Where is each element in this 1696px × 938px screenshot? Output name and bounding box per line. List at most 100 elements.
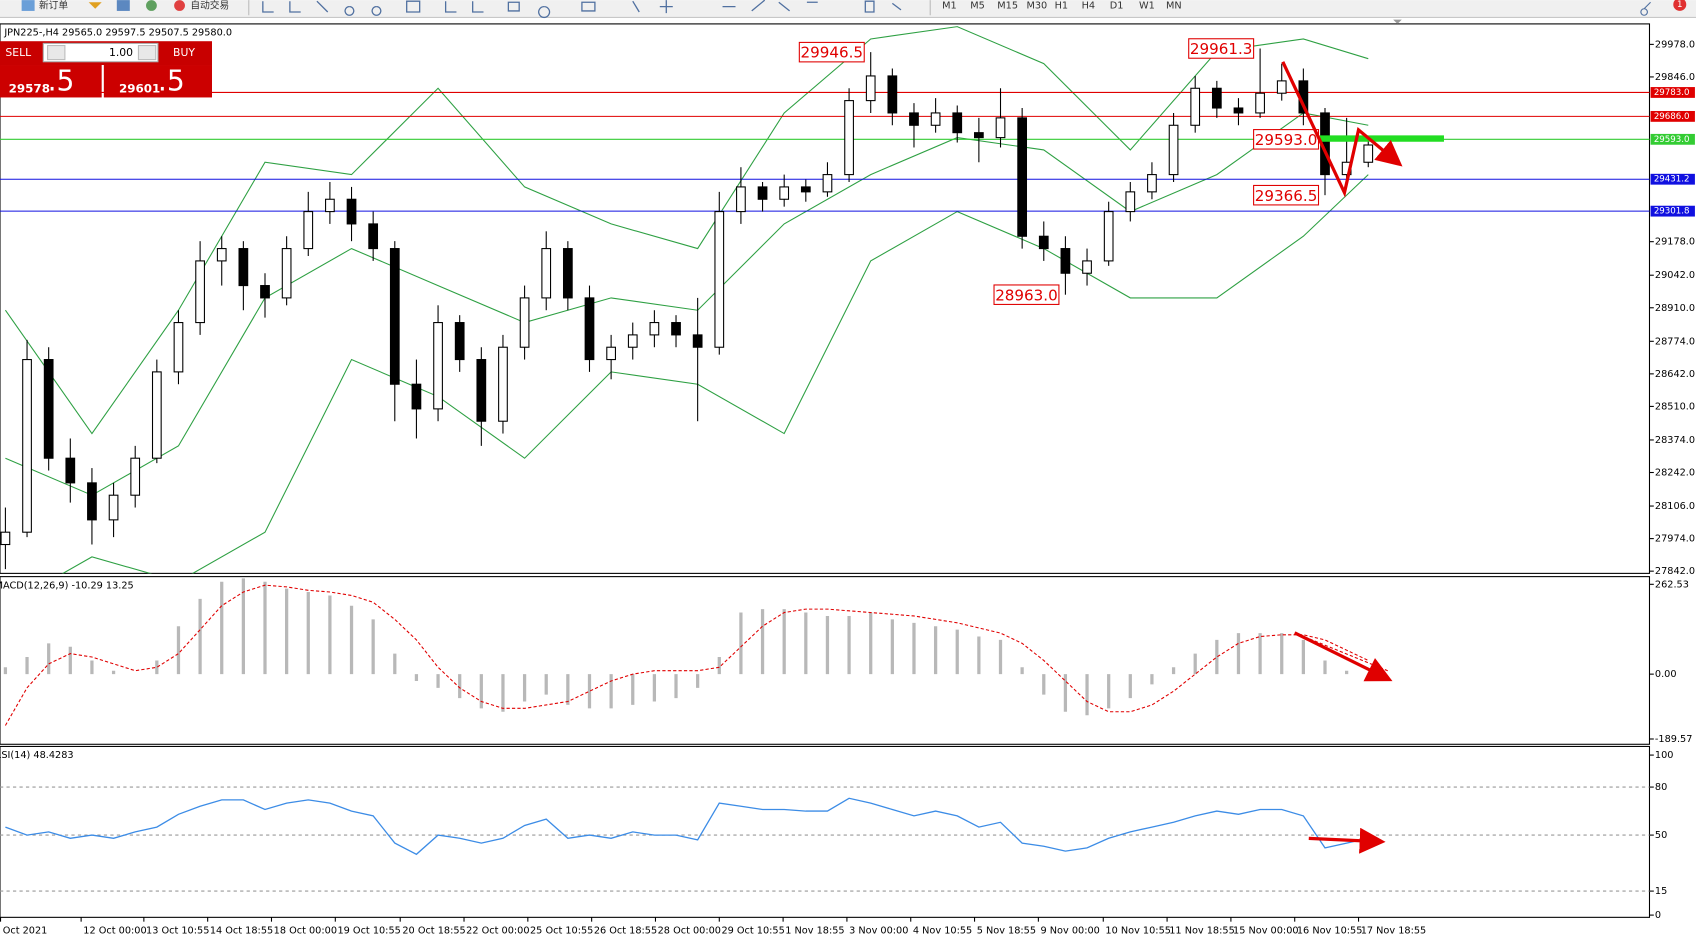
candle-body — [627, 334, 638, 348]
candle-body — [1233, 107, 1244, 114]
candle-body — [649, 322, 660, 336]
notification-badge[interactable] — [1673, 0, 1687, 11]
y-tick-label: 28642.0 — [1655, 369, 1695, 380]
timeframe-button[interactable]: D1 — [1110, 1, 1124, 12]
x-tick-label: 19 Oct 10:55 — [337, 925, 400, 936]
price-annotation: 29593.0 — [1255, 131, 1318, 149]
candle-body — [519, 297, 530, 348]
candle-body — [1276, 80, 1287, 94]
new-order-button[interactable]: 新订单 — [39, 0, 68, 12]
y-tick-label: 50 — [1655, 830, 1667, 841]
candle-body — [1017, 117, 1028, 237]
price-annotation: 29961.3 — [1190, 40, 1253, 58]
candle-body — [887, 75, 898, 114]
candle-body — [195, 260, 205, 324]
candle-body — [865, 75, 876, 102]
y-tick-label: 0 — [1655, 910, 1661, 921]
x-tick-label: 12 Oct 00:00 — [83, 925, 146, 936]
y-tick-label: 80 — [1655, 782, 1667, 793]
lot-size[interactable]: 1.00 — [109, 46, 133, 59]
lot-up[interactable] — [137, 44, 157, 61]
buy-button[interactable]: BUY — [173, 46, 195, 59]
toolbar-icon[interactable] — [88, 2, 102, 9]
lot-field[interactable] — [42, 42, 159, 63]
timeframe-button[interactable]: H1 — [1055, 1, 1069, 12]
toolbar-icons[interactable] — [262, 0, 902, 19]
y-tick-label: 262.53 — [1655, 579, 1689, 590]
bid-main: 29578 — [9, 81, 50, 95]
bid-tail: .5 — [48, 64, 75, 97]
timeframe-button[interactable]: M30 — [1026, 1, 1047, 12]
timeframe-button[interactable]: H4 — [1082, 1, 1096, 12]
price-annotation-box — [1188, 38, 1255, 59]
x-tick-label: 4 Nov 10:55 — [913, 925, 972, 936]
candle-body — [281, 248, 292, 299]
lot-down[interactable] — [47, 44, 66, 61]
y-tick-label: 28510.0 — [1655, 401, 1695, 412]
x-tick-label: Oct 2021 — [3, 925, 48, 936]
candle-body — [952, 112, 963, 134]
new-order-icon[interactable] — [21, 0, 35, 11]
price-level-tag — [1650, 173, 1695, 185]
candle-body — [974, 132, 984, 139]
rsi-line — [5, 797, 1369, 856]
candle-body — [1060, 248, 1071, 274]
candle-body — [1147, 174, 1157, 193]
candle-body — [1082, 260, 1092, 274]
price-annotation: 29946.5 — [801, 44, 864, 62]
price-level-tag — [1650, 87, 1695, 98]
toolbar-icon[interactable] — [146, 0, 157, 11]
auto-trading-button[interactable]: 自动交易 — [190, 0, 229, 12]
toolbar — [0, 0, 1696, 18]
y-tick-label: 28242.0 — [1655, 468, 1695, 479]
candle-body — [930, 112, 941, 126]
price-level-label: 29783.0 — [1654, 88, 1690, 98]
candle-body — [844, 100, 854, 176]
price-annotation: 29366.5 — [1255, 187, 1318, 205]
auto-trading-icon[interactable] — [174, 0, 185, 11]
candle-body — [303, 211, 314, 250]
candle-body — [411, 383, 422, 410]
candle-body — [476, 359, 487, 422]
rsi-plot — [0, 786, 1650, 892]
timeframe-button[interactable]: M5 — [970, 1, 985, 12]
macd-arrow — [1293, 631, 1393, 682]
candle-body — [671, 322, 681, 336]
candle-body — [498, 346, 508, 422]
price-level-tag — [1650, 110, 1695, 122]
buy-price-box[interactable] — [103, 65, 212, 98]
candle-body — [779, 186, 790, 200]
sell-button[interactable]: SELL — [5, 46, 31, 59]
candle-body — [714, 211, 725, 348]
candle-body — [1255, 92, 1265, 114]
x-tick-label: 28 Oct 00:00 — [658, 925, 721, 936]
x-tick-label: 20 Oct 18:55 — [402, 925, 465, 936]
trend-arrow — [1281, 61, 1403, 198]
y-tick-label: 29178.0 — [1655, 237, 1695, 248]
candle-body — [1103, 211, 1114, 262]
x-tick-label: 22 Oct 00:00 — [466, 925, 529, 936]
x-tick-label: 17 Nov 18:55 — [1361, 925, 1427, 936]
y-tick-label: 0.00 — [1655, 669, 1677, 680]
x-tick-label: 16 Nov 10:55 — [1297, 925, 1363, 936]
candle-body — [995, 117, 1006, 139]
candle-body — [346, 198, 357, 225]
timeframe-button[interactable]: M15 — [997, 1, 1018, 12]
candle-body — [238, 248, 249, 287]
candle-body — [325, 198, 335, 213]
candle-body — [368, 223, 379, 250]
toolbar-icon[interactable] — [116, 0, 130, 11]
candle-body — [108, 494, 119, 521]
x-tick-label: 15 Nov 00:00 — [1233, 925, 1299, 936]
indicator-title: RSI(14) 48.4283 — [0, 750, 74, 761]
y-tick-label: 27974.0 — [1655, 534, 1695, 545]
sell-price-box[interactable] — [0, 65, 102, 98]
x-tick-label: 11 Nov 18:55 — [1169, 925, 1235, 936]
search-icon[interactable] — [1640, 1, 1651, 16]
timeframe-button[interactable]: M1 — [942, 1, 957, 12]
timeframe-button[interactable]: W1 — [1139, 1, 1155, 12]
candle-body — [822, 174, 833, 193]
timeframe-button[interactable]: MN — [1166, 1, 1182, 12]
axes: JPN225-,H4 29565.0 29597.5 29507.5 29580… — [0, 28, 1695, 936]
